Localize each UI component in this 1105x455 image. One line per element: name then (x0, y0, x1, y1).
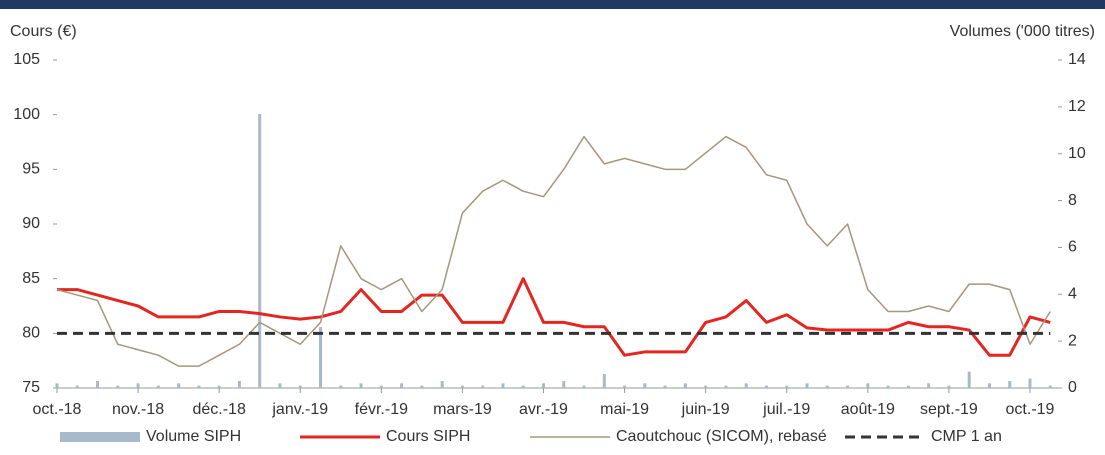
x-tick-label: févr.-19 (355, 401, 408, 418)
y2-tick-label: 14 (1068, 51, 1086, 68)
x-tick-label: nov.-18 (112, 401, 164, 418)
volume-bar (825, 385, 829, 388)
volume-bar (724, 385, 728, 388)
volume-bar (217, 385, 221, 388)
volume-bar (400, 383, 404, 388)
volume-bar (298, 385, 302, 388)
volume-bar (379, 385, 383, 388)
series-line (57, 277, 1051, 357)
x-tick-label: déc.-18 (192, 401, 245, 418)
volume-bar (704, 385, 708, 388)
legend-label: CMP 1 an (931, 428, 1002, 445)
volume-bar (1048, 385, 1052, 388)
volume-bar (663, 385, 667, 388)
volume-bar (785, 385, 789, 388)
x-tick-label: janv.-19 (271, 401, 328, 418)
y2-tick-label: 12 (1068, 98, 1086, 115)
volume-bar (987, 383, 991, 388)
x-tick-label: juil.-19 (762, 401, 810, 418)
volume-bar (75, 385, 79, 388)
volume-bar (420, 385, 424, 388)
volume-bar (278, 383, 282, 388)
y-tick-label: 80 (22, 325, 40, 342)
y-tick-label: 95 (22, 161, 40, 178)
volume-bar (177, 383, 181, 388)
volume-bar (764, 385, 768, 388)
volume-bar (258, 113, 262, 388)
y2-axis-label: Volumes ('000 titres) (950, 23, 1095, 40)
x-tick-label: sept.-19 (920, 401, 978, 418)
volume-bar (562, 380, 566, 388)
legend-label: Volume SIPH (146, 428, 241, 445)
volume-bar (643, 383, 647, 388)
volume-bar (866, 383, 870, 388)
volume-bar (440, 380, 444, 388)
volume-bar (156, 385, 160, 388)
legend-label: Cours SIPH (386, 428, 470, 445)
volume-bar (602, 373, 606, 388)
volume-bar (967, 371, 971, 388)
volume-bar (116, 385, 120, 388)
volume-bar (521, 385, 525, 388)
y-tick-label: 85 (22, 270, 40, 287)
series-line (56, 135, 1051, 367)
volume-bar (805, 383, 809, 388)
volume-bar (906, 385, 910, 388)
volume-bar (582, 385, 586, 388)
legend-label: Caoutchouc (SICOM), rebasé (616, 428, 827, 445)
volume-bar (55, 383, 59, 388)
volume-bar (947, 385, 951, 388)
y-tick-label: 75 (22, 379, 40, 396)
volume-bar (359, 383, 363, 388)
y2-tick-label: 4 (1068, 286, 1077, 303)
y2-tick-label: 6 (1068, 239, 1077, 256)
y-tick-label: 105 (13, 51, 40, 68)
header-band (0, 0, 1105, 9)
x-tick-label: oct.-18 (33, 401, 82, 418)
volume-bar (542, 383, 545, 388)
y2-tick-label: 8 (1068, 192, 1077, 209)
x-tick-label: juin-19 (681, 401, 730, 418)
y-tick-label: 100 (13, 106, 40, 123)
volume-bar (197, 385, 201, 388)
volume-bar (1028, 378, 1032, 388)
x-tick-label: août-19 (841, 401, 895, 418)
volume-bar (136, 383, 140, 388)
volume-bar (96, 380, 100, 388)
volume-bar (927, 383, 931, 388)
y-tick-label: 90 (22, 215, 40, 232)
volume-bar (683, 383, 687, 388)
volume-bar (319, 327, 323, 388)
volume-bar (886, 385, 890, 388)
volume-bar (1008, 380, 1012, 388)
x-tick-label: mai-19 (600, 401, 649, 418)
volume-bar (339, 385, 343, 388)
volume-bar (501, 383, 505, 388)
y2-tick-label: 10 (1068, 145, 1086, 162)
x-tick-label: avr.-19 (519, 401, 568, 418)
volume-bar (744, 383, 748, 388)
y2-tick-label: 0 (1068, 379, 1077, 396)
volume-bar (481, 385, 485, 388)
x-tick-label: oct.-19 (1006, 401, 1055, 418)
volume-bar (623, 385, 627, 388)
x-tick-label: mars-19 (433, 401, 492, 418)
y-axis-label: Cours (€) (10, 23, 77, 40)
volume-bar (460, 385, 464, 388)
volume-bar (237, 380, 241, 388)
legend-swatch (60, 432, 140, 442)
y2-tick-label: 2 (1068, 332, 1077, 349)
volume-bar (846, 385, 850, 388)
